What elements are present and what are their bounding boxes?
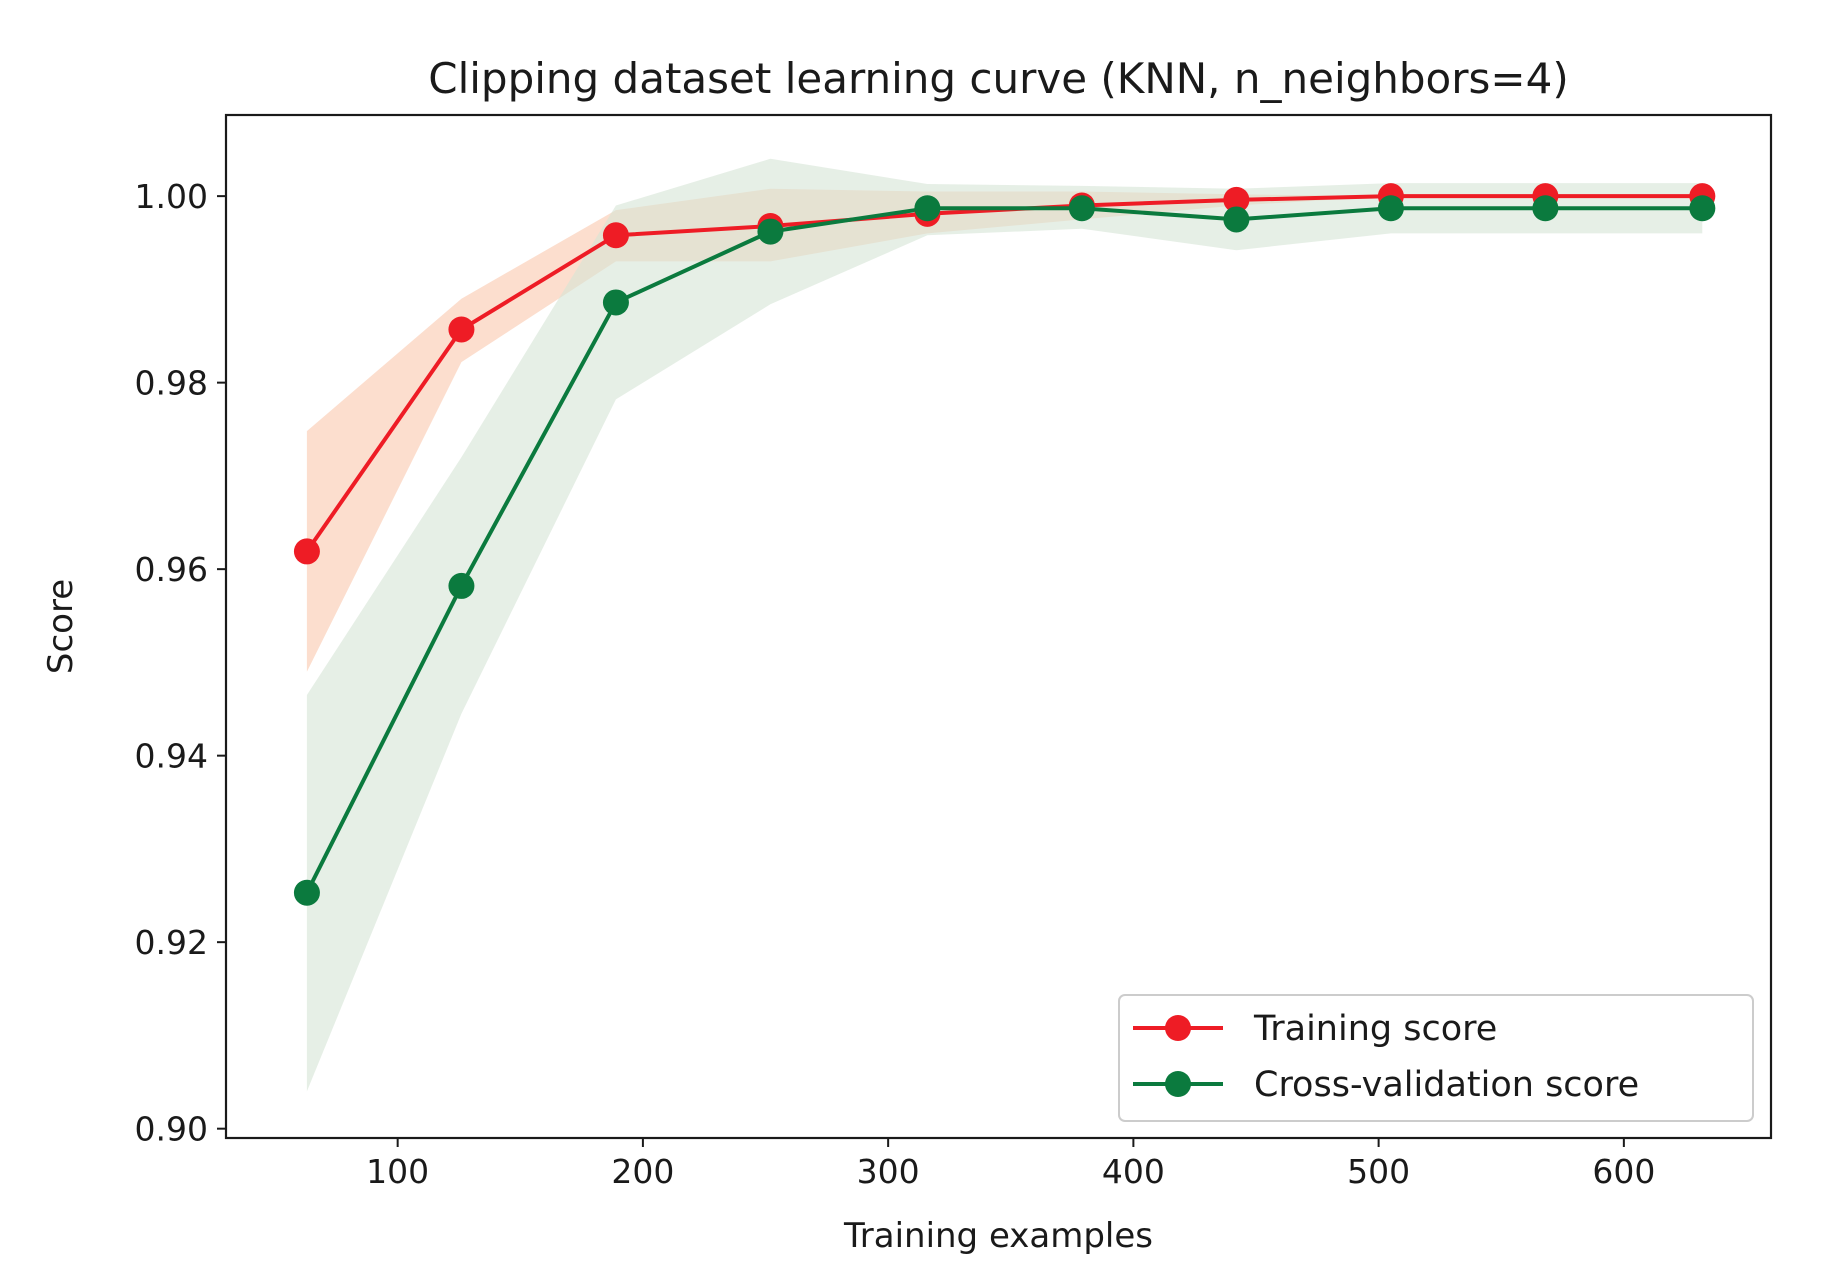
cross-validation-score-point bbox=[1532, 195, 1559, 222]
x-tick-label: 200 bbox=[611, 1152, 674, 1191]
y-tick-label: 1.00 bbox=[135, 177, 208, 216]
y-tick-label: 0.90 bbox=[135, 1110, 208, 1149]
confidence-bands bbox=[306, 158, 1703, 1092]
training-score-legend-label: Training score bbox=[1253, 1009, 1497, 1049]
cross-validation-score-point bbox=[448, 572, 475, 599]
y-tick-label: 0.98 bbox=[135, 364, 208, 403]
series-lines bbox=[305, 194, 1703, 894]
cross-validation-score-point bbox=[1068, 195, 1095, 222]
cross-validation-score-legend-label: Cross-validation score bbox=[1254, 1065, 1639, 1105]
x-tick-label: 100 bbox=[366, 1152, 429, 1191]
chart-title: Clipping dataset learning curve (KNN, n_… bbox=[428, 54, 1568, 103]
x-tick-label: 600 bbox=[1592, 1152, 1655, 1191]
y-axis-label: Score bbox=[41, 579, 81, 674]
cross-validation-score-point bbox=[602, 289, 629, 316]
cross-validation-score-point bbox=[293, 879, 320, 906]
y-tick-label: 0.96 bbox=[135, 550, 208, 589]
x-tick-label: 500 bbox=[1347, 1152, 1410, 1191]
x-axis-label: Training examples bbox=[843, 1216, 1153, 1256]
training-score-legend-marker bbox=[1165, 1015, 1191, 1041]
training-score-point bbox=[602, 222, 629, 249]
cross-validation-score-point bbox=[757, 218, 784, 245]
training-score-point bbox=[448, 316, 475, 343]
cross-validation-score-line bbox=[305, 206, 1703, 894]
cross-validation-score-legend-marker bbox=[1165, 1071, 1191, 1097]
y-tick-label: 0.94 bbox=[135, 737, 208, 776]
plot-frame bbox=[224, 113, 1773, 1140]
training-score-point bbox=[1223, 186, 1250, 213]
x-tick-label: 400 bbox=[1102, 1152, 1165, 1191]
cross-validation-score-point bbox=[1223, 206, 1250, 233]
x-tick-label: 300 bbox=[857, 1152, 920, 1191]
cross-validation-score-point bbox=[1689, 195, 1716, 222]
cross-validation-score-point bbox=[1377, 195, 1404, 222]
y-tick-label: 0.92 bbox=[135, 923, 208, 962]
training-score-point bbox=[293, 538, 320, 565]
legend-box bbox=[1118, 994, 1754, 1122]
x-axis-ticks: 100 200 300 400 500 600 bbox=[366, 1138, 1655, 1191]
legend: Training score Cross-validation score bbox=[1118, 994, 1754, 1122]
cross-validation-score-point bbox=[914, 195, 941, 222]
series-markers bbox=[293, 183, 1716, 906]
y-axis-ticks: 0.90 0.92 0.94 0.96 0.98 1.00 bbox=[135, 177, 226, 1149]
